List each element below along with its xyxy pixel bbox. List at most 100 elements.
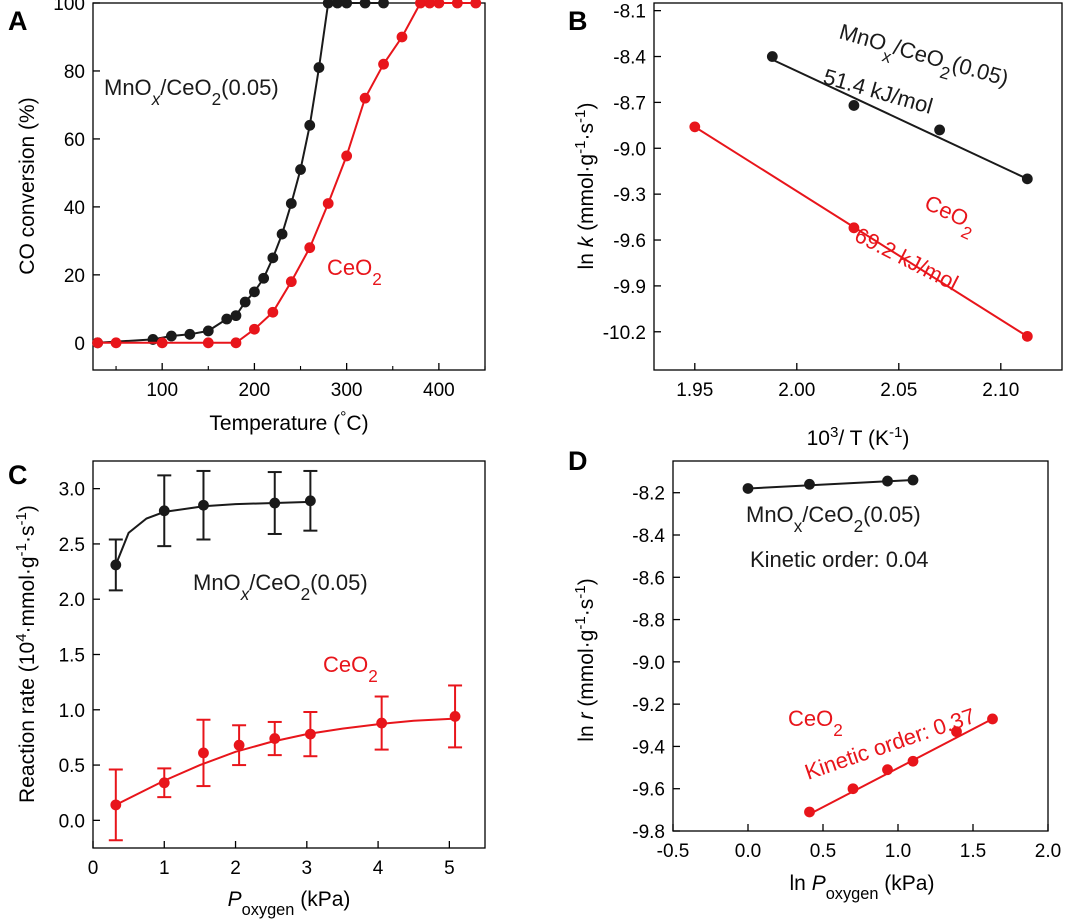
y-axis-label-part: -1 (572, 585, 589, 598)
label-ceo2: CeO2 (327, 255, 382, 289)
data-point-mnox (184, 328, 196, 340)
data-point-mnox (249, 286, 260, 298)
label-mnox-part: /CeO (249, 570, 300, 595)
data-point-ceo2 (848, 222, 860, 234)
y-axis-label-part: r (575, 712, 598, 720)
label-mnox-energy: 51.4 kJ/mol (821, 64, 936, 119)
x-tick-label: 100 (146, 380, 178, 401)
data-point-mnox (359, 0, 371, 9)
panel-label: D (568, 446, 588, 476)
data-point-ceo2 (907, 755, 919, 767)
y-tick-label: -9.0 (613, 139, 646, 160)
fit-line-ceo2 (809, 718, 993, 815)
data-point-mnox (742, 483, 754, 494)
label-mnox-part: x (240, 584, 251, 604)
series-line-ceo2 (97, 1, 476, 344)
label-ceo2-part: CeO (788, 706, 833, 731)
label-mnox-part: (0.05) (863, 502, 920, 527)
data-point-ceo2 (689, 121, 701, 133)
label-ceo2-part: CeO (327, 255, 372, 280)
data-point-ceo2 (987, 713, 998, 725)
data-point-mnox (332, 0, 343, 9)
x-tick-label: 400 (423, 380, 455, 401)
x-tick-label: 2.10 (982, 380, 1019, 401)
y-tick-label: -8.2 (632, 484, 665, 505)
data-point-mnox (239, 296, 251, 308)
x-tick-label: 0.5 (810, 841, 836, 862)
label-mnox-part: 2 (301, 584, 311, 604)
y-axis-label-part: (mmol·g (575, 630, 598, 713)
label-mnox-part: /CeO (160, 75, 211, 100)
data-point-ceo2 (322, 198, 334, 209)
y-axis-label: ln k (mmol·g-1·s-1) (572, 103, 599, 270)
y-axis-label-part: -1 (572, 616, 589, 629)
panel-label: B (568, 6, 588, 36)
y-tick-label: 40 (64, 198, 85, 219)
x-axis-label-part: (kPa) (878, 872, 934, 895)
data-point-ceo2 (202, 337, 214, 349)
label-mnox-part: MnO (104, 75, 152, 100)
x-axis-label-part: ln (790, 872, 812, 895)
label-mnox-part: (0.05) (949, 51, 1011, 91)
data-point-mnox (304, 119, 316, 131)
x-tick-label: 1.95 (676, 380, 713, 401)
y-axis-label-part: k (575, 235, 598, 247)
y-axis-label: Reaction rate (104·mmol·g-1·s-1) (13, 505, 40, 803)
x-tick-label: 1.0 (885, 841, 911, 862)
x-axis-label: Temperature (°C) (209, 409, 368, 436)
data-point-mnox (804, 478, 815, 490)
fit-curve-mnox (114, 500, 311, 566)
y-tick-label: 0.5 (59, 756, 85, 777)
data-point-ceo2 (359, 92, 371, 104)
x-axis-label-part: oxygen (242, 901, 295, 919)
y-axis-label-part: ) (575, 103, 598, 110)
data-point-ceo2 (269, 733, 281, 744)
label-ceo2-part: 2 (372, 269, 382, 289)
x-tick-label: 2 (230, 858, 241, 879)
y-axis-label-part: -1 (572, 140, 589, 153)
label-mnox-part: x (151, 89, 162, 109)
y-tick-label: -8.7 (613, 93, 646, 114)
data-point-mnox (276, 228, 288, 240)
data-point-ceo2 (233, 739, 245, 751)
x-axis-label: ln Poxygen (kPa) (790, 872, 935, 903)
label-ceo2-part: 2 (833, 720, 843, 740)
data-point-mnox (230, 310, 242, 322)
data-point-mnox (848, 100, 860, 111)
fit-curve-ceo2 (115, 717, 456, 806)
y-axis-label-part: ·s (575, 123, 598, 141)
fit-line-ceo2 (694, 126, 1028, 338)
x-tick-label: 200 (239, 380, 271, 401)
y-tick-label: 0 (74, 334, 85, 355)
y-axis-label-part: ) (16, 505, 39, 512)
x-tick-label: 2.05 (880, 380, 917, 401)
plot-frame (672, 460, 1049, 832)
data-point-mnox (267, 252, 279, 264)
data-point-ceo2 (424, 0, 436, 9)
data-point-ceo2 (341, 150, 353, 162)
y-tick-label: -9.3 (613, 185, 646, 206)
y-axis-label-part: -1 (13, 512, 30, 525)
data-point-mnox (934, 124, 945, 136)
data-point-mnox (313, 62, 325, 73)
data-point-ceo2 (449, 711, 461, 722)
x-axis-label-part: C) (346, 412, 368, 435)
y-axis-label-part: ·s (16, 526, 39, 544)
y-tick-label: -8.1 (613, 2, 646, 23)
label-ceo2-part: 2 (368, 666, 378, 686)
data-point-ceo2 (470, 0, 482, 9)
y-tick-label: -9.2 (632, 695, 665, 716)
label-mnox-order: Kinetic order: 0.04 (750, 547, 929, 572)
plot-frame (92, 460, 486, 849)
data-point-ceo2 (92, 337, 104, 349)
x-axis-label-part: 3 (830, 424, 838, 441)
x-axis-label-part: oxygen (826, 885, 879, 903)
x-tick-label: -0.5 (657, 841, 690, 862)
y-axis-label: ln r (mmol·g-1·s-1) (572, 578, 599, 741)
data-point-mnox (766, 51, 778, 62)
data-point-mnox (198, 499, 209, 511)
label-ceo2: CeO2 (323, 652, 378, 686)
data-point-ceo2 (451, 0, 463, 9)
y-tick-label: 80 (64, 62, 85, 83)
